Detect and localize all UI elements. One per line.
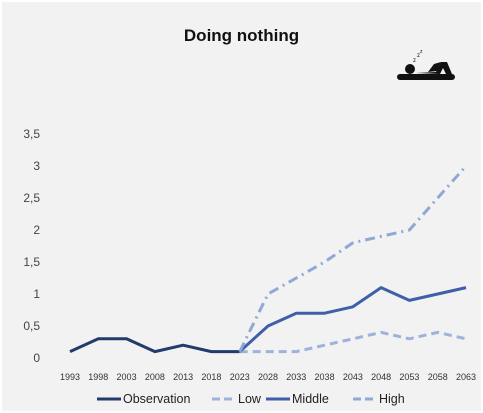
legend-label: High bbox=[379, 392, 405, 406]
y-tick-label: 2 bbox=[33, 223, 40, 237]
series-line-observation bbox=[69, 337, 240, 354]
x-tick-label: 1998 bbox=[88, 372, 108, 382]
y-tick-label: 1 bbox=[33, 287, 40, 301]
svg-text:z: z bbox=[417, 53, 420, 59]
x-tick-label: 2033 bbox=[286, 372, 306, 382]
series-line-middle bbox=[238, 286, 467, 353]
x-tick-label: 2018 bbox=[201, 372, 221, 382]
svg-text:z: z bbox=[413, 58, 416, 64]
series-line-high bbox=[238, 165, 468, 353]
svg-text:z: z bbox=[420, 49, 423, 55]
x-tick-label: 2043 bbox=[343, 372, 363, 382]
x-tick-label: 2038 bbox=[315, 372, 335, 382]
x-tick-label: 2008 bbox=[145, 372, 165, 382]
x-tick-label: 2003 bbox=[117, 372, 137, 382]
y-tick-label: 2,5 bbox=[23, 191, 40, 205]
legend-label: Middle bbox=[292, 392, 329, 406]
legend-label: Observation bbox=[123, 392, 190, 406]
x-tick-label: 2023 bbox=[230, 372, 250, 382]
x-tick-label: 1993 bbox=[60, 372, 80, 382]
person-sleeping-icon: z z z bbox=[397, 49, 455, 80]
x-tick-label: 2013 bbox=[173, 372, 193, 382]
x-tick-label: 2048 bbox=[371, 372, 391, 382]
y-tick-label: 1,5 bbox=[23, 255, 40, 269]
y-tick-label: 0 bbox=[33, 351, 40, 365]
x-tick-label: 2058 bbox=[428, 372, 448, 382]
y-tick-label: 3,5 bbox=[23, 127, 40, 141]
series-line-low bbox=[239, 330, 467, 354]
x-tick-label: 2028 bbox=[258, 372, 278, 382]
x-tick-label: 2053 bbox=[399, 372, 419, 382]
x-tick-label: 2063 bbox=[456, 372, 476, 382]
legend-label: Low bbox=[238, 392, 262, 406]
y-tick-label: 3 bbox=[33, 159, 40, 173]
y-tick-label: 0,5 bbox=[23, 319, 40, 333]
chart-title: Doing nothing bbox=[183, 26, 300, 45]
